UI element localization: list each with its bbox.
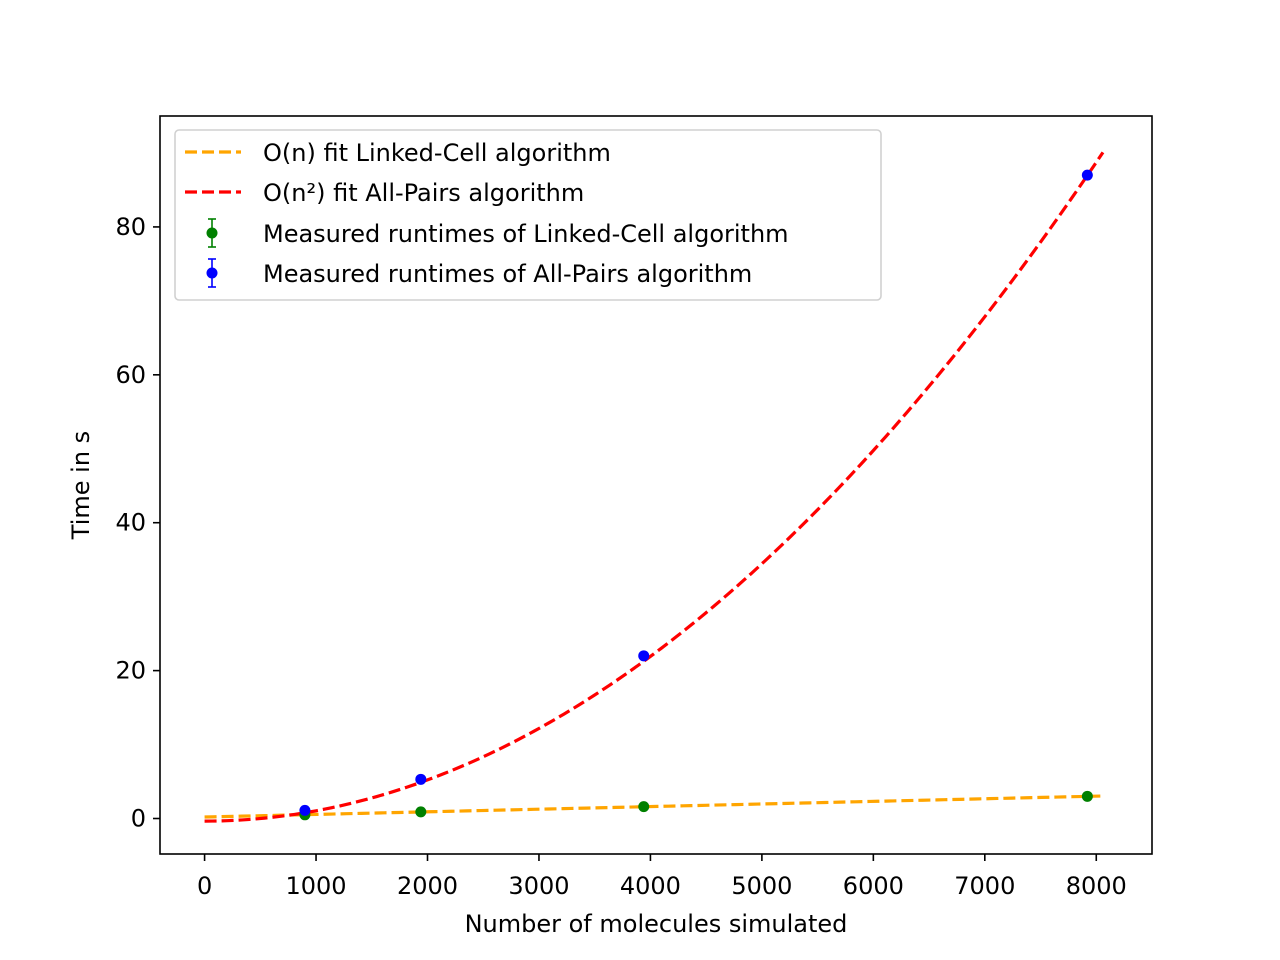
x-tick-label: 1000	[286, 872, 347, 900]
data-point	[638, 801, 650, 813]
x-axis-title: Number of molecules simulated	[465, 910, 848, 938]
legend-marker-swatch	[206, 227, 218, 239]
fit-line-1	[204, 151, 1105, 823]
plot-frame	[159, 115, 1153, 855]
x-tick-label: 6000	[843, 872, 904, 900]
y-tick-label: 60	[115, 361, 146, 389]
y-tick-label: 0	[131, 805, 146, 833]
data-point	[1081, 169, 1093, 181]
legend: O(n) fit Linked-Cell algorithm O(n²) fit …	[174, 129, 882, 301]
legend-marker-swatch	[206, 267, 218, 279]
data-point	[415, 806, 427, 818]
y-tick-label: 20	[115, 657, 146, 685]
data-point	[1081, 790, 1093, 802]
fit-line-0	[204, 794, 1102, 819]
legend-label: Measured runtimes of Linked-Cell algorit…	[263, 220, 789, 248]
x-tick-label: 5000	[731, 872, 792, 900]
y-tick-label: 80	[115, 213, 146, 241]
x-tick-label: 2000	[397, 872, 458, 900]
plot-area	[204, 151, 1105, 823]
legend-label: Measured runtimes of All-Pairs algorithm	[263, 260, 752, 288]
x-tick-label: 8000	[1066, 872, 1127, 900]
x-tick-label: 3000	[508, 872, 569, 900]
x-tick-label: 0	[197, 872, 212, 900]
legend-label: O(n²) fit All-Pairs algorithm	[263, 179, 584, 207]
y-axis-title: Time in s	[67, 431, 95, 540]
x-tick-label: 4000	[620, 872, 681, 900]
legend-box	[174, 129, 882, 301]
data-point	[638, 650, 650, 662]
legend-label: O(n) fit Linked-Cell algorithm	[263, 139, 611, 167]
data-point	[415, 773, 427, 785]
y-axis: 0 20 40 60 80	[115, 213, 160, 833]
y-tick-label: 40	[115, 509, 146, 537]
x-tick-label: 7000	[954, 872, 1015, 900]
x-axis: 0 1000 2000 3000 4000 5000 6000 7000 8000	[197, 854, 1127, 900]
data-point	[299, 804, 311, 816]
